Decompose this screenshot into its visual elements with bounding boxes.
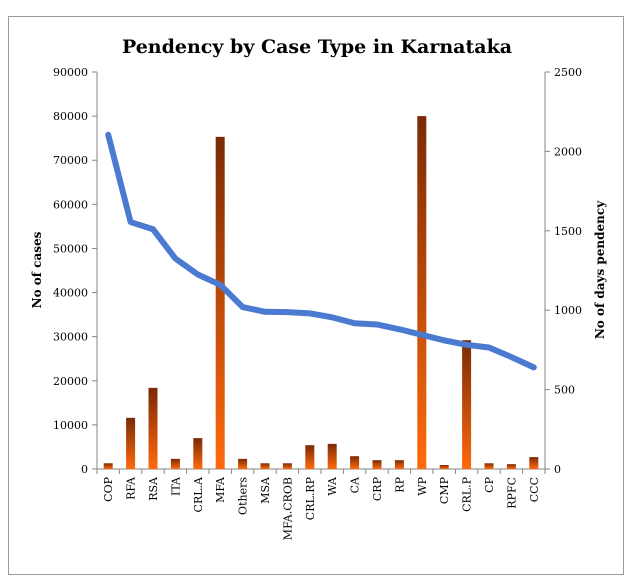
bar	[462, 340, 472, 469]
x-tick-label: Others	[237, 477, 250, 515]
y-tick-label-right: 0	[554, 463, 561, 476]
bar	[126, 417, 136, 469]
x-tick-label: CRL.RP	[304, 476, 317, 520]
x-tick-label: MFA.CROB	[281, 477, 294, 540]
x-tick-label: COP	[102, 476, 115, 501]
bar	[305, 445, 315, 469]
y-tick-label-left: 30000	[53, 331, 88, 344]
bar	[148, 387, 158, 469]
bar	[417, 116, 427, 469]
bar	[372, 460, 382, 469]
y-tick-label-right: 500	[554, 384, 575, 397]
y-tick-label-left: 10000	[53, 419, 88, 432]
y-tick-label-left: 0	[81, 463, 88, 476]
y-tick-label-right: 2500	[554, 66, 582, 79]
x-tick-label: CP	[483, 476, 496, 492]
x-tick-label: RFA	[125, 476, 138, 500]
x-tick-label: CA	[349, 476, 362, 493]
bar	[215, 136, 225, 470]
y-tick-label-right: 1500	[554, 225, 582, 238]
x-tick-label: CRL.P	[461, 476, 474, 512]
y-axis-title-right: No of days pendency	[593, 200, 607, 339]
bar	[103, 463, 113, 469]
chart-frame	[8, 16, 624, 575]
x-tick-label: MFA	[214, 476, 227, 503]
bar	[327, 443, 337, 469]
x-tick-label: CRP	[371, 476, 384, 501]
x-tick-label: WP	[416, 476, 429, 495]
bar	[260, 463, 270, 469]
y-axis-title-left: No of cases	[30, 231, 44, 308]
x-tick-label: CRL.A	[192, 476, 205, 513]
line-series	[105, 131, 537, 371]
x-tick-label: RSA	[147, 476, 160, 501]
y-tick-label-left: 50000	[53, 242, 88, 255]
y-tick-label-right: 2000	[554, 145, 582, 158]
x-tick-label: CCC	[528, 477, 541, 502]
bar	[350, 456, 360, 469]
x-tick-label: ITA	[169, 476, 182, 496]
y-tick-label-left: 90000	[53, 66, 88, 79]
plot-area: 0100002000030000400005000060000700008000…	[53, 66, 582, 540]
y-tick-label-left: 40000	[53, 287, 88, 300]
x-tick-label: WA	[326, 476, 339, 496]
y-tick-label-left: 60000	[53, 198, 88, 211]
bar	[193, 438, 203, 469]
x-tick-label: RPFC	[505, 477, 518, 509]
bar	[529, 457, 539, 469]
bar	[439, 465, 449, 469]
bar	[394, 460, 404, 469]
bar	[238, 458, 248, 469]
y-tick-label-left: 80000	[53, 110, 88, 123]
chart-title: Pendency by Case Type in Karnataka	[122, 36, 512, 58]
x-tick-label: MSA	[259, 476, 272, 504]
x-tick-label: CMP	[438, 476, 451, 504]
y-tick-label-right: 1000	[554, 304, 582, 317]
bar	[282, 463, 292, 469]
y-tick-label-left: 70000	[53, 154, 88, 167]
x-tick-label: RP	[393, 476, 406, 492]
bar	[170, 458, 180, 469]
bar	[506, 464, 516, 469]
bar	[484, 463, 494, 469]
y-tick-label-left: 20000	[53, 375, 88, 388]
